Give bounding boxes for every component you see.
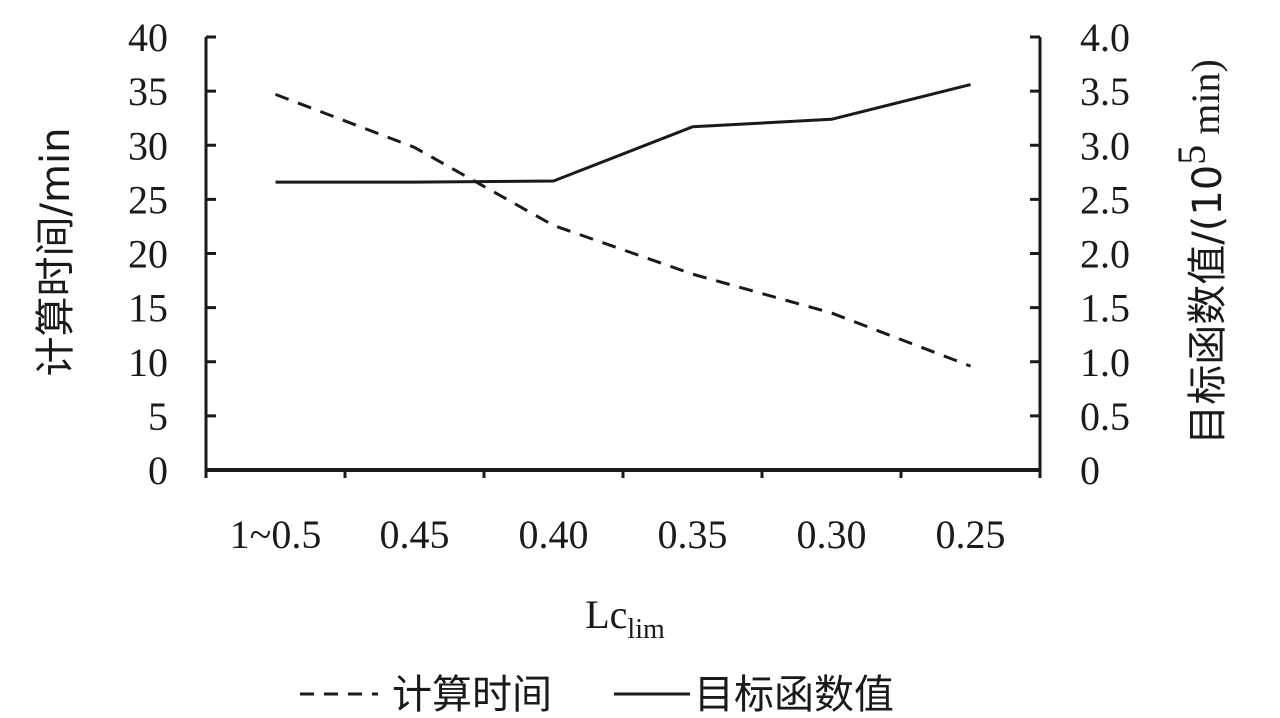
x-axis-ticks: 1~0.5 0.45 0.40 0.35 0.30 0.25 [204,470,1042,557]
right-axis-title: 目标函数值/(105 min) [1169,59,1231,445]
right-tick-label: 1.5 [1080,286,1130,331]
left-tick-label: 15 [128,286,168,331]
left-axis-ticks: 0 5 10 15 20 25 30 35 40 [128,15,216,493]
x-tick-label: 0.25 [936,512,1006,557]
left-axis-title: 计算时间/min [33,128,79,377]
left-tick-label: 30 [128,123,168,168]
left-tick-label: 10 [128,340,168,385]
right-tick-label: 0.5 [1080,394,1130,439]
right-tick-label: 4.0 [1080,15,1130,60]
right-tick-label: 2.5 [1080,177,1130,222]
right-axis-title-prefix: 目标函数值/(10 [1185,165,1231,445]
x-tick-label: 0.30 [797,512,867,557]
right-tick-label: 3.5 [1080,69,1130,114]
left-tick-label: 35 [128,69,168,114]
x-axis-title: Lclim [585,592,665,645]
right-axis-ticks: 0 0.5 1.0 1.5 2.0 2.5 3.0 3.5 4.0 [1030,15,1130,493]
right-tick-label: 3.0 [1080,123,1130,168]
right-tick-label: 0 [1080,448,1100,493]
legend-label-objective: 目标函数值 [694,672,894,718]
axes [204,37,1042,472]
legend-label-time: 计算时间 [392,672,552,718]
x-axis-title-main: Lc [585,592,627,637]
right-axis-title-suffix: min) [1183,59,1228,145]
x-tick-label: 0.35 [658,512,728,557]
left-tick-label: 25 [128,177,168,222]
right-tick-label: 1.0 [1080,340,1130,385]
legend: 计算时间 目标函数值 [300,672,894,718]
series-line-objective [275,83,971,184]
x-tick-label: 0.45 [380,512,450,557]
left-tick-label: 5 [148,394,168,439]
right-tick-label: 2.0 [1080,232,1130,277]
left-tick-label: 20 [128,232,168,277]
left-tick-label: 0 [148,448,168,493]
series-lines [274,83,972,368]
x-tick-label: 0.40 [519,512,589,557]
left-tick-label: 40 [128,15,168,60]
series-line-time [274,92,972,368]
x-tick-label: 1~0.5 [230,512,322,557]
x-axis-title-sub: lim [627,614,665,645]
right-axis-title-sup: 5 [1169,145,1214,165]
